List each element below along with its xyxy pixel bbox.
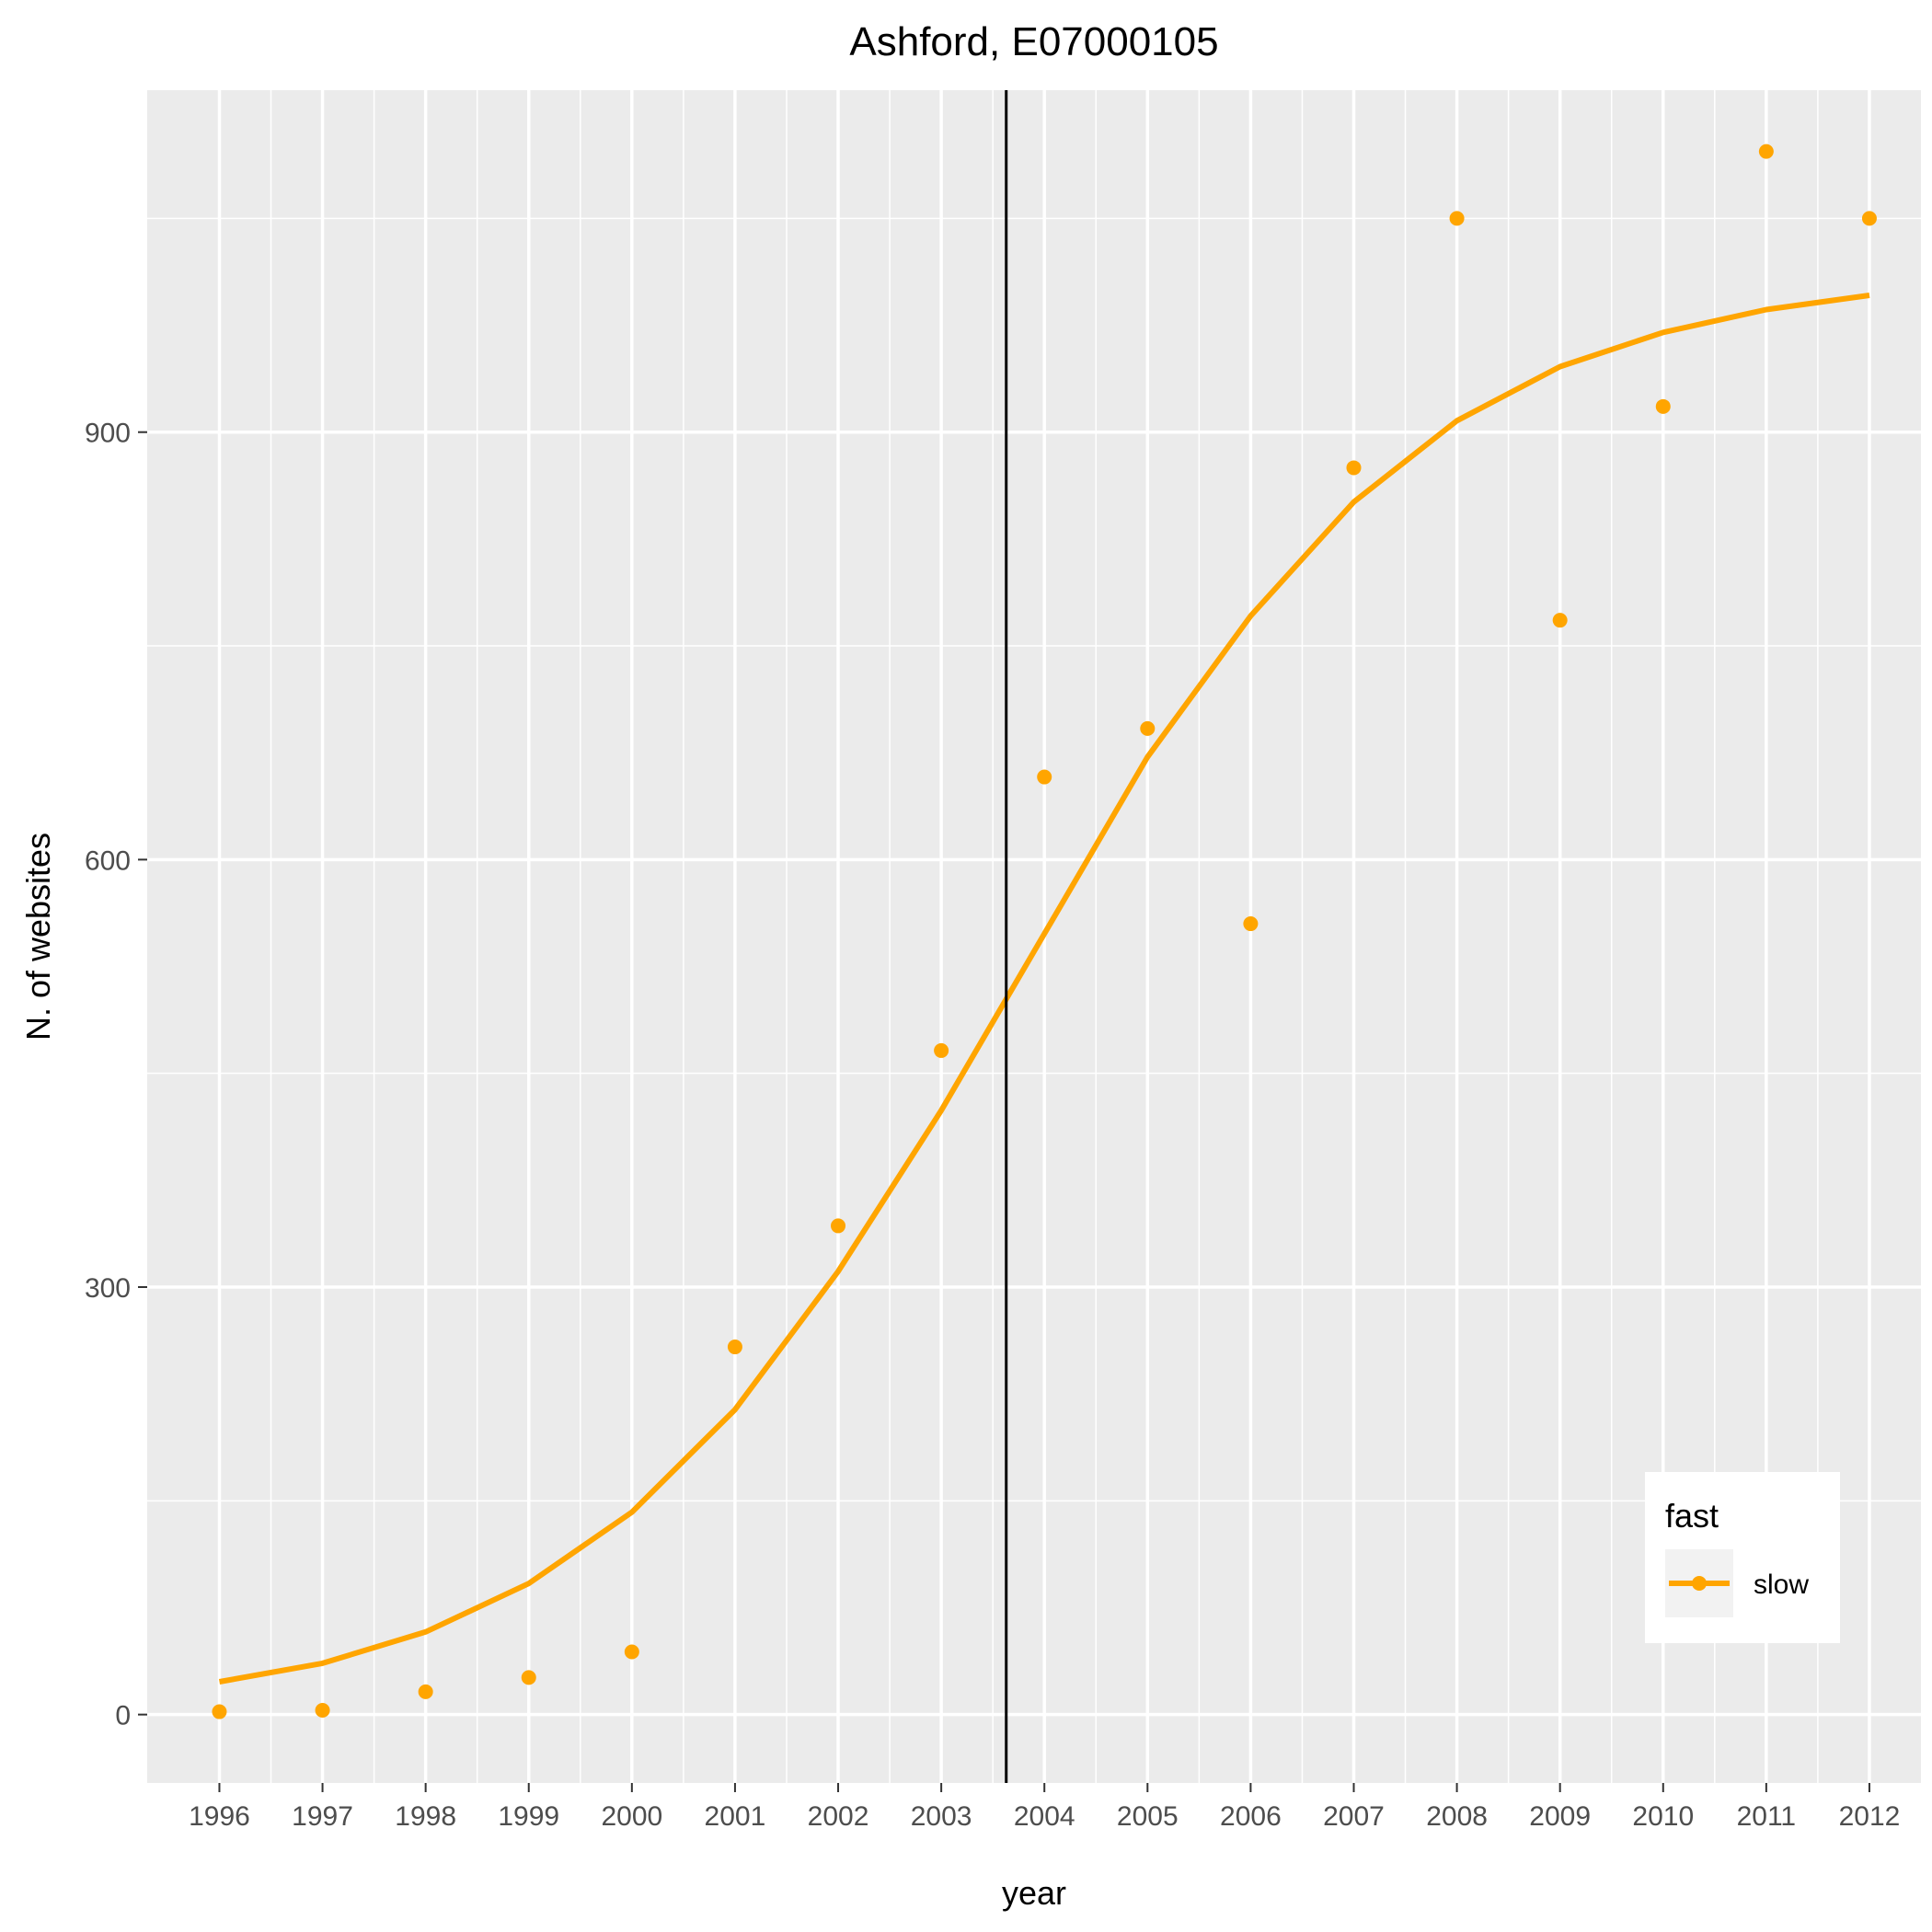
x-tick-label: 2009 xyxy=(1529,1801,1591,1832)
y-tick-label: 600 xyxy=(85,845,131,876)
data-point xyxy=(315,1703,330,1719)
x-axis-title: year xyxy=(1002,1874,1066,1912)
data-point xyxy=(934,1042,949,1058)
chart-title: Ashford, E07000105 xyxy=(849,19,1218,64)
x-tick-label: 2012 xyxy=(1839,1801,1901,1832)
legend-title: fast xyxy=(1665,1497,1719,1535)
data-point xyxy=(1861,211,1877,226)
y-axis-title: N. of websites xyxy=(19,833,57,1041)
data-point xyxy=(1758,144,1774,159)
x-tick-label: 1997 xyxy=(292,1801,353,1832)
legend-key-point xyxy=(1692,1576,1707,1591)
data-point xyxy=(1449,211,1465,226)
y-tick-label: 300 xyxy=(85,1273,131,1304)
x-tick-label: 2006 xyxy=(1220,1801,1282,1832)
x-tick-label: 1999 xyxy=(498,1801,559,1832)
legend-label-slow: slow xyxy=(1754,1570,1809,1600)
data-point xyxy=(418,1684,433,1699)
y-tick-label: 900 xyxy=(85,419,131,449)
x-tick-label: 2010 xyxy=(1632,1801,1694,1832)
data-point xyxy=(521,1670,536,1685)
x-tick-labels: 1996 1997 1998 1999 2000 2001 2002 2003 2004 2005… xyxy=(189,1801,1900,1832)
y-tick-labels: 0 300 600 900 xyxy=(85,419,131,1731)
data-point xyxy=(1037,769,1052,785)
data-point xyxy=(1346,460,1362,476)
x-tick-label: 2001 xyxy=(705,1801,766,1832)
x-tick-label: 2007 xyxy=(1323,1801,1385,1832)
legend: fast slow xyxy=(1645,1472,1840,1643)
smooth-line-slow xyxy=(218,293,1870,1685)
data-point xyxy=(1655,398,1671,414)
smooth-line-layer xyxy=(218,293,1870,1685)
data-point xyxy=(1552,613,1568,628)
x-tick-label: 2003 xyxy=(911,1801,972,1832)
x-tick-label: 2002 xyxy=(808,1801,869,1832)
data-point xyxy=(831,1218,846,1234)
data-points-layer xyxy=(212,144,1877,1719)
data-point xyxy=(1140,720,1156,736)
minor-gridlines xyxy=(147,90,1921,1783)
x-tick-label: 2005 xyxy=(1117,1801,1179,1832)
y-tick-label: 0 xyxy=(115,1701,131,1731)
data-point xyxy=(212,1704,227,1719)
data-point xyxy=(1243,916,1259,932)
x-tick-label: 2008 xyxy=(1426,1801,1488,1832)
axis-ticks xyxy=(138,431,1870,1792)
data-point xyxy=(624,1644,639,1660)
x-tick-label: 1998 xyxy=(395,1801,456,1832)
x-tick-label: 2004 xyxy=(1014,1801,1075,1832)
data-point xyxy=(727,1340,742,1355)
x-tick-label: 2011 xyxy=(1737,1801,1797,1832)
x-tick-label: 1996 xyxy=(189,1801,250,1832)
x-tick-label: 2000 xyxy=(601,1801,662,1832)
